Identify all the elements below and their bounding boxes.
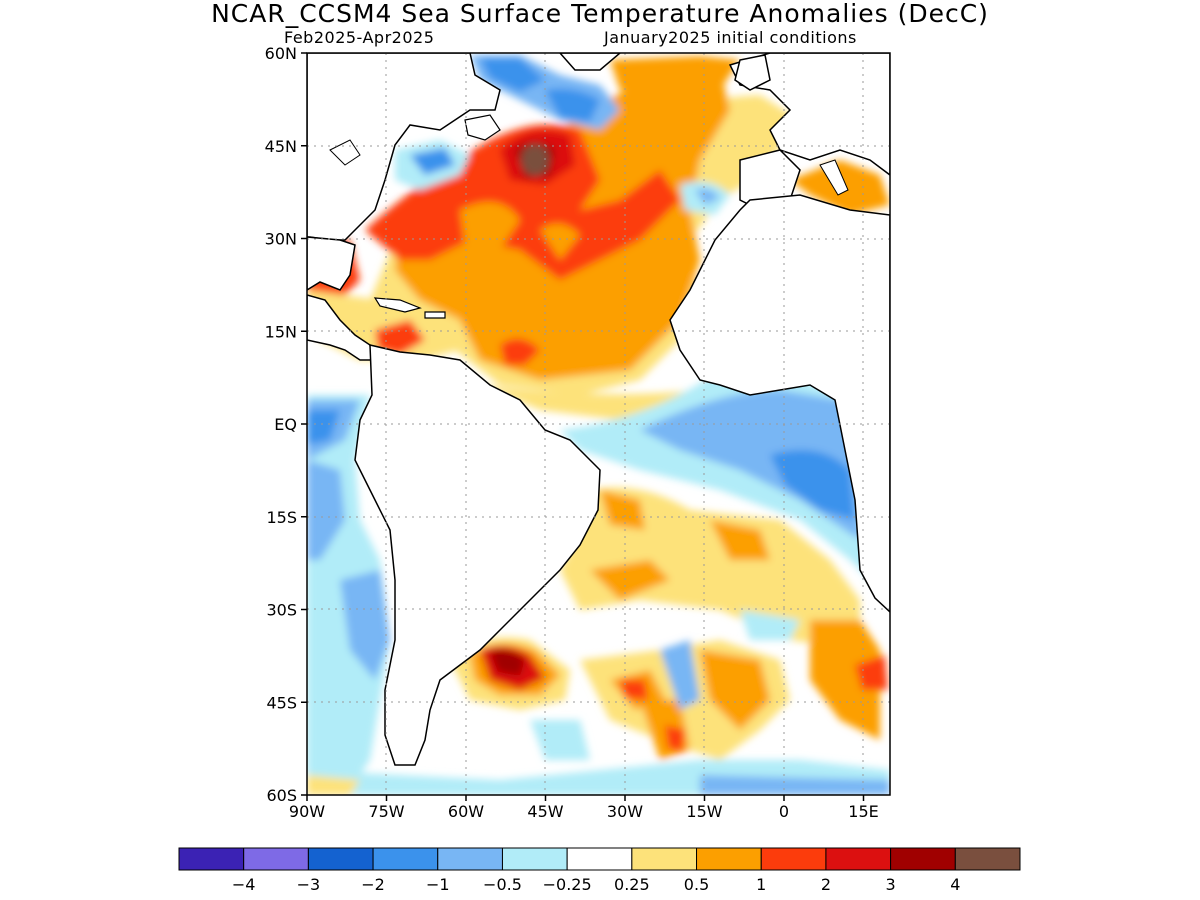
legend-swatch: [178, 847, 245, 871]
legend-swatch: [825, 847, 892, 871]
legend-swatch: [954, 847, 1021, 871]
lon-tick-label: 90W: [289, 802, 325, 821]
lat-tick-label: 15N: [265, 322, 297, 341]
lat-tick-label: 45N: [265, 137, 297, 156]
lat-tick-label: 15S: [266, 508, 297, 527]
legend-label: −2: [361, 875, 385, 894]
lon-tick-label: 15E: [848, 802, 878, 821]
land-masses: [307, 53, 890, 766]
lon-tick-label: 60W: [448, 802, 484, 821]
legend-label: −4: [232, 875, 256, 894]
legend-swatch: [890, 847, 956, 871]
lat-tick-label: EQ: [274, 415, 297, 434]
anomaly-field: [307, 53, 890, 795]
lat-tick-label: 60S: [266, 786, 297, 805]
legend-swatch: [631, 847, 698, 871]
legend-label: −0.5: [483, 875, 522, 894]
legend-label: −3: [297, 875, 321, 894]
graticule: [307, 53, 890, 795]
lon-tick-label: 30W: [607, 802, 643, 821]
lat-tick-label: 30N: [265, 230, 297, 249]
initial-conditions: January2025 initial conditions: [604, 28, 857, 47]
latitude-axis: 60N 45N 30N 15N EQ 15S 30S 45S 60S: [265, 44, 307, 805]
legend-swatch: [372, 847, 439, 871]
lat-tick-label: 60N: [265, 44, 297, 63]
longitude-axis: 90W 75W 60W 45W 30W 15W 0 15E: [289, 795, 879, 821]
legend-label: −1: [426, 875, 450, 894]
legend-swatch: [307, 847, 374, 871]
color-legend: −4 −3 −2 −1 −0.5 −0.25 0.25 0.5 1 2 3 4: [178, 847, 1021, 894]
lat-tick-label: 30S: [266, 601, 297, 620]
legend-label: 1: [756, 875, 766, 894]
lon-tick-label: 0: [779, 802, 789, 821]
legend-label: 2: [821, 875, 831, 894]
lon-tick-label: 75W: [368, 802, 404, 821]
legend-swatch: [760, 847, 827, 871]
legend-swatch: [437, 847, 503, 871]
legend-label: 0.5: [684, 875, 709, 894]
legend-label: 0.25: [614, 875, 650, 894]
legend-swatch: [243, 847, 309, 871]
map-title: NCAR_CCSM4 Sea Surface Temperature Anoma…: [211, 0, 989, 28]
legend-label: 3: [886, 875, 896, 894]
legend-swatch: [566, 847, 633, 871]
legend-label: −0.25: [543, 875, 592, 894]
lat-tick-label: 45S: [266, 693, 297, 712]
lon-tick-label: 45W: [527, 802, 563, 821]
legend-label: 4: [950, 875, 960, 894]
legend-swatch: [501, 847, 568, 871]
legend-swatch: [696, 847, 762, 871]
lon-tick-label: 15W: [686, 802, 722, 821]
forecast-period: Feb2025-Apr2025: [284, 28, 435, 47]
